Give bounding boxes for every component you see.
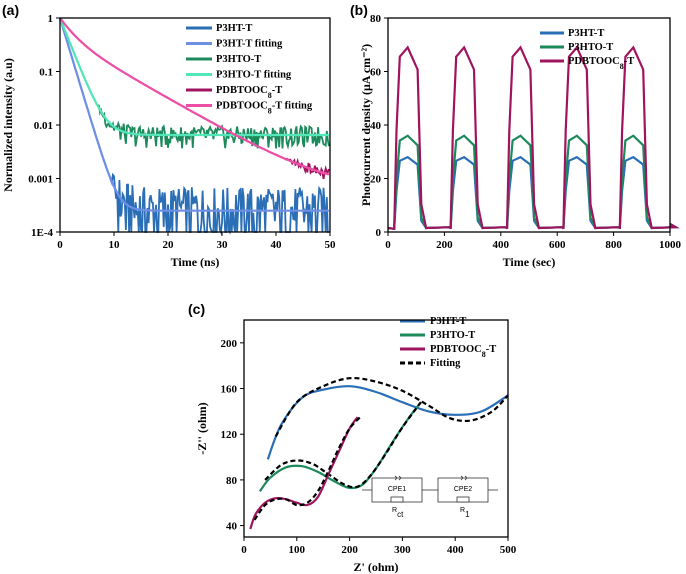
equivalent-circuit: CPE1 CPE2 Rct R1 [362, 475, 498, 519]
x-tick-label: 1000 [659, 239, 682, 251]
resistor-2 [456, 496, 470, 503]
axes-frame-b [387, 17, 671, 233]
x-tick-label: 800 [605, 239, 622, 251]
panel-label: (c) [188, 301, 205, 317]
legend-label: P3HTO-T [430, 330, 475, 341]
legend-label: P3HT-T [568, 28, 604, 39]
r-ct-label: Rct [392, 507, 404, 519]
series-line-p3hto-t [59, 17, 330, 150]
series-line-pdbtooc8-t [249, 416, 359, 530]
y-tick-label: 0.01 [34, 120, 53, 132]
series-line-p3hto-t-fit [264, 401, 422, 489]
x-tick-label: 600 [549, 239, 566, 251]
y-tick-label: 160 [221, 384, 238, 396]
panel-c: 0 100 200 300 400 500 40 80 120 160 200 Z' (ohm) -Z'… [188, 301, 517, 574]
y-axis-label: Normalized intensity (a.u) [1, 58, 15, 192]
y-tick-label: 0 [376, 227, 382, 239]
legend-label: PDBTOOC8-T [568, 56, 634, 71]
x-tick-label: 0 [241, 544, 247, 556]
legend-label: PDBTOOC8-T fitting [216, 101, 313, 116]
y-tick-label: 80 [226, 475, 238, 487]
y-axis-label: Photocurrent density (μA cm⁻²) [359, 44, 373, 206]
x-axis-label: Z' (ohm) [354, 560, 399, 574]
x-tick-label: 400 [493, 239, 510, 251]
panel-a: 0 10 20 30 40 50 1 0.1 0.01 0.001 1E-4 Time (ns) Nor… [1, 2, 336, 269]
legend-label: P3HTO-T [216, 54, 261, 65]
legend-label: P3HT-T [216, 23, 252, 34]
x-tick-label: 0 [57, 239, 63, 251]
y-tick-label: 1 [48, 13, 54, 25]
y-tick-label: 0.001 [28, 174, 53, 186]
x-tick-label: 20 [163, 239, 175, 251]
x-axis-label: Time (ns) [171, 255, 220, 269]
cpe1-label: CPE1 [388, 486, 406, 493]
x-tick-label: 40 [271, 239, 283, 251]
y-tick-label: 40 [370, 120, 382, 132]
y-tick-label: 1E-4 [31, 227, 54, 239]
legend-label: P3HT-T fitting [216, 39, 283, 50]
panel-b: 0 200 400 600 800 1000 0 20 40 60 80 Time (sec) Phot… [350, 2, 682, 269]
y-axis-label: -Z'' (ohm) [195, 402, 209, 454]
y-tick-label: 0.1 [39, 67, 53, 79]
y-tick-label: 20 [370, 174, 382, 186]
y-tick-label: 60 [370, 67, 382, 79]
x-tick-label: 0 [385, 239, 391, 251]
axes-frame-c [243, 319, 509, 538]
x-tick-label: 50 [325, 239, 337, 251]
x-axis-label: Time (sec) [503, 255, 556, 269]
x-tick-label: 500 [500, 544, 517, 556]
y-tick-label: 200 [221, 338, 238, 350]
legend-label: P3HT-T [430, 316, 466, 327]
legend-label: PDBTOOC8-T [430, 344, 496, 359]
legend-label: Fitting [430, 358, 461, 369]
series-line-p3ht-t-fit [274, 376, 509, 438]
y-tick-label: 80 [370, 13, 382, 25]
series-line-pdbtooc8-t-fit [253, 416, 361, 521]
legend-label: P3HTO-T fitting [216, 70, 292, 81]
y-tick-label: 120 [221, 429, 238, 441]
y-tick-label: 40 [226, 521, 238, 533]
x-tick-label: 30 [217, 239, 229, 251]
legend-label: P3HTO-T [568, 42, 613, 53]
series-line-p3ht-t-fitting [58, 17, 329, 212]
cpe2-label: CPE2 [454, 486, 472, 493]
legend-label: PDBTOOC8-T [216, 85, 282, 100]
cpe-symbol-2 [460, 475, 467, 481]
panel-label: (b) [350, 2, 368, 18]
x-tick-label: 300 [394, 544, 411, 556]
series-line-p3ht-t [59, 17, 329, 236]
x-tick-label: 100 [289, 544, 306, 556]
x-tick-label: 400 [447, 544, 464, 556]
series-line-p3ht-t [266, 385, 509, 460]
series-line-pdbtooc8-t-fitting [59, 17, 330, 176]
series-line-pdbtooc8-t [387, 45, 680, 231]
axes-frame-a [59, 17, 331, 233]
x-tick-label: 200 [341, 544, 358, 556]
panel-label: (a) [2, 2, 19, 18]
r-1-label: R1 [460, 507, 470, 519]
x-tick-label: 200 [436, 239, 453, 251]
cpe-symbol-1 [394, 475, 401, 481]
x-tick-label: 10 [109, 239, 121, 251]
series-line-p3hto-t-fitting [58, 17, 329, 137]
resistor-1 [390, 496, 404, 503]
